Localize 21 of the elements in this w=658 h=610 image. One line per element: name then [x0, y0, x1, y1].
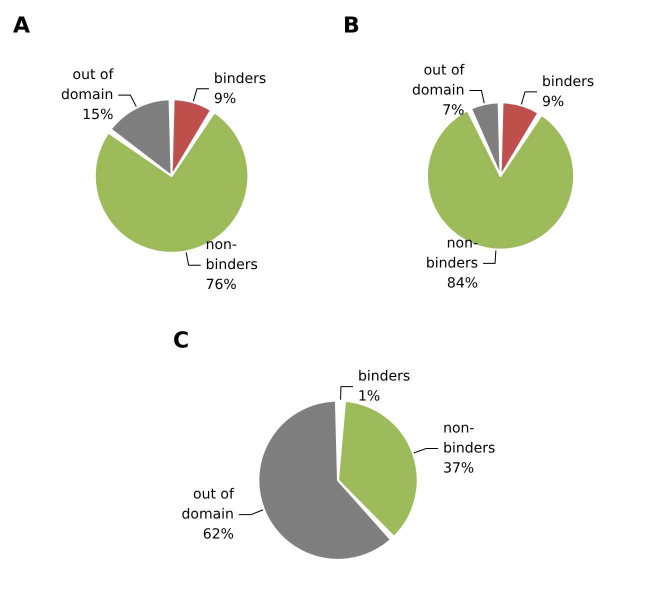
- data-label: 7%: [442, 102, 464, 119]
- slice-label: non-binders: [206, 237, 258, 274]
- slice-label: binders: [358, 368, 410, 385]
- data-label: 15%: [82, 107, 114, 124]
- slice-label: non-binders: [426, 235, 478, 272]
- slice-label: out of domain: [60, 67, 114, 104]
- slice-label: non-binders: [443, 420, 496, 456]
- chart-title: C: [173, 328, 190, 354]
- data-label: 62%: [202, 526, 234, 543]
- slice-label: binders: [214, 70, 266, 87]
- data-label: 37%: [443, 460, 474, 476]
- slice-label: out of domain: [412, 62, 466, 99]
- data-label: 9%: [542, 94, 564, 110]
- chart-title: B: [343, 14, 360, 38]
- data-label: 76%: [206, 277, 237, 294]
- data-label: 1%: [358, 388, 380, 405]
- data-label: 9%: [214, 90, 236, 107]
- slice-label: binders: [542, 74, 594, 90]
- slice-label: out of domain: [181, 486, 235, 523]
- data-label: 84%: [446, 275, 478, 292]
- chart-title: A: [13, 14, 30, 38]
